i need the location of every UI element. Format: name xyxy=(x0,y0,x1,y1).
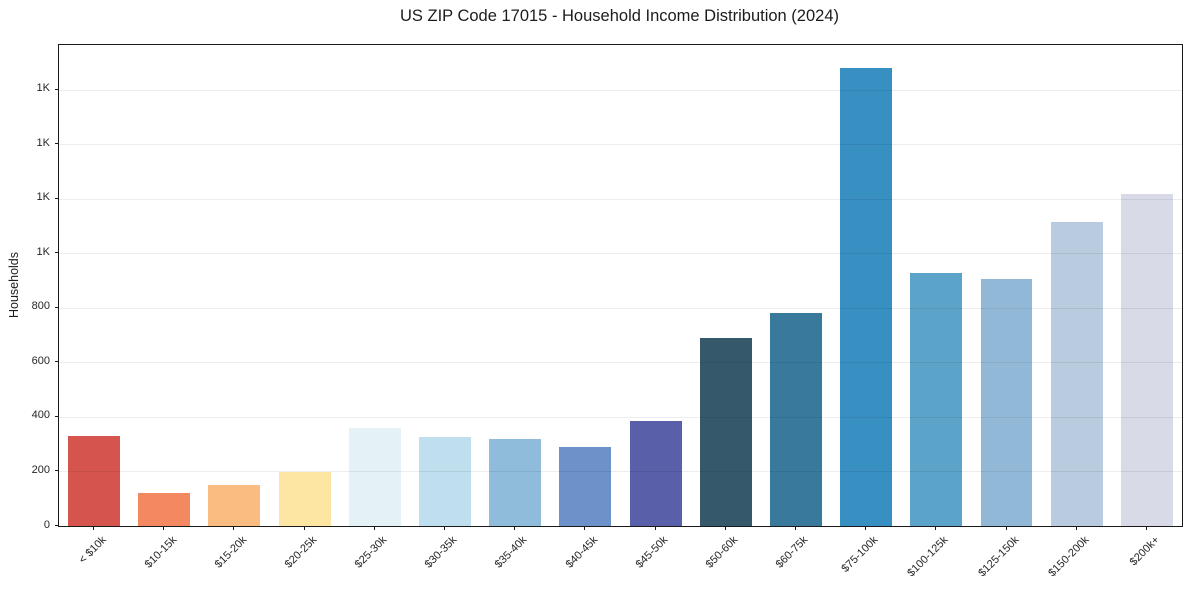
bar-$25-30k xyxy=(348,427,401,526)
bar-$50-60k xyxy=(699,337,752,526)
y-tick-mark xyxy=(55,525,59,526)
x-tick-mark xyxy=(303,526,305,530)
x-tick-label: $125-150k xyxy=(975,534,1022,580)
y-tick-mark xyxy=(55,415,59,417)
x-tick-label: $15-20k xyxy=(212,534,249,571)
x-tick-mark xyxy=(514,526,516,530)
y-tick-label: 800 xyxy=(31,300,50,313)
x-tick-label: $75-100k xyxy=(839,534,881,575)
y-tick-label: 1K xyxy=(36,82,50,95)
y-tick-mark xyxy=(55,306,59,308)
x-tick-label: < $10k xyxy=(76,534,109,567)
gridline xyxy=(59,198,1182,200)
y-tick-label: 400 xyxy=(31,409,50,422)
x-tick-label: $30-35k xyxy=(422,534,460,571)
plot-area xyxy=(58,44,1183,527)
x-tick-mark xyxy=(93,526,95,530)
x-tick-label: $200k+ xyxy=(1127,534,1162,569)
chart-title: US ZIP Code 17015 - Household Income Dis… xyxy=(399,7,839,25)
y-tick-mark xyxy=(55,197,59,199)
x-tick-label: $40-45k xyxy=(563,534,600,571)
bar-$200k+ xyxy=(1120,193,1173,526)
x-tick-mark xyxy=(654,526,656,530)
x-tick-label: $50-60k xyxy=(703,534,741,571)
bar-$15-20k xyxy=(208,485,261,526)
x-tick-mark xyxy=(163,526,165,530)
x-tick-mark xyxy=(724,526,726,530)
x-tick-mark xyxy=(865,526,867,530)
bar-$60-75k xyxy=(769,313,822,526)
bar-$75-100k xyxy=(840,68,893,526)
y-tick-mark xyxy=(55,470,59,472)
x-tick-mark xyxy=(1005,526,1007,530)
gridline xyxy=(59,253,1182,255)
y-tick-mark xyxy=(55,143,59,145)
bar-$30-35k xyxy=(419,437,471,526)
x-tick-label: $100-125k xyxy=(905,534,951,580)
y-tick-label: 0 xyxy=(43,518,50,531)
y-tick-mark xyxy=(55,88,59,90)
x-tick-label: $60-75k xyxy=(773,534,811,571)
gridline xyxy=(59,89,1182,91)
y-tick-mark xyxy=(55,361,59,363)
y-tick-mark xyxy=(55,252,59,254)
y-tick-label: 1K xyxy=(36,136,50,149)
bar-$125-150k xyxy=(980,279,1033,526)
x-tick-mark xyxy=(1075,526,1077,530)
gridline xyxy=(59,471,1182,473)
bar-$35-40k xyxy=(489,438,542,526)
gridline xyxy=(59,307,1182,309)
gridline xyxy=(59,416,1182,418)
x-tick-mark xyxy=(444,526,446,530)
x-tick-mark xyxy=(233,526,235,530)
x-tick-mark xyxy=(935,526,937,530)
x-tick-label: $45-50k xyxy=(633,534,671,571)
bar-$45-50k xyxy=(629,421,682,526)
x-tick-mark xyxy=(584,526,586,530)
y-tick-label: 1K xyxy=(36,245,50,258)
x-tick-label: $35-40k xyxy=(493,534,530,571)
x-tick-label: $25-30k xyxy=(352,534,390,571)
y-tick-label: 200 xyxy=(31,463,50,476)
bar-< $10k xyxy=(68,436,121,526)
gridline xyxy=(59,362,1182,364)
bar-$100-125k xyxy=(910,272,963,526)
bar-$150-200k xyxy=(1050,222,1103,526)
x-tick-label: $10-15k xyxy=(142,534,179,571)
x-tick-label: $20-25k xyxy=(282,534,320,571)
y-tick-label: 600 xyxy=(31,354,50,367)
bar-$20-25k xyxy=(278,471,331,526)
y-tick-label: 1K xyxy=(36,191,50,204)
x-tick-mark xyxy=(794,526,796,530)
x-tick-label: $150-200k xyxy=(1045,534,1092,580)
bar-$10-15k xyxy=(138,493,191,526)
x-tick-mark xyxy=(373,526,375,530)
x-tick-mark xyxy=(1145,526,1147,530)
bar-$40-45k xyxy=(559,446,612,526)
gridline xyxy=(59,144,1182,146)
